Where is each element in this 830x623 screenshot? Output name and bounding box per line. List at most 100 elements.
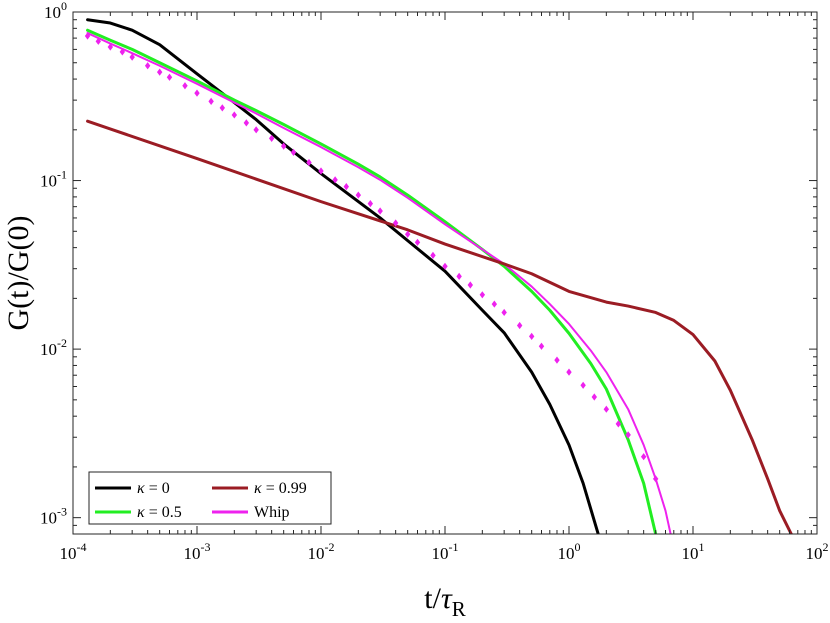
y-tick-label: 10-2 xyxy=(40,336,67,359)
whip-data-point xyxy=(501,308,507,317)
whip-data-point xyxy=(318,167,324,175)
x-tick-base: 10 xyxy=(184,544,201,563)
whip-data-point xyxy=(107,43,114,51)
whip-data-point xyxy=(355,191,362,199)
y-tick-base: 10 xyxy=(40,172,57,191)
x-tick-base: 10 xyxy=(806,544,823,563)
x-tick-label: 101 xyxy=(682,540,705,563)
whip-data-point xyxy=(528,332,535,340)
series-layer xyxy=(84,18,793,534)
whip-data-point xyxy=(652,475,659,483)
whip-data-point xyxy=(268,134,275,142)
x-tick-exp: -3 xyxy=(201,540,211,554)
x-axis-label: t/τR xyxy=(424,582,465,621)
whip-data-point xyxy=(442,262,448,270)
legend-symbol: κ xyxy=(137,504,145,521)
whip-data-point xyxy=(156,68,163,76)
y-tick-exp: 0 xyxy=(61,0,67,13)
whip-data-point xyxy=(290,148,297,156)
plot-frame xyxy=(72,11,818,535)
series-line--0 xyxy=(86,18,600,534)
whip-data-point xyxy=(430,251,436,259)
legend-box xyxy=(88,471,332,525)
whip-data-point xyxy=(414,238,421,246)
x-tick-base: 10 xyxy=(432,544,449,563)
x-tick-exp: 1 xyxy=(699,540,705,554)
y-axis-label: G(t)/G(0) xyxy=(2,216,35,331)
y-tick-exp: -3 xyxy=(57,505,67,519)
whip-data-point xyxy=(367,199,374,208)
whip-data-point xyxy=(194,89,200,97)
whip-data-point xyxy=(280,142,287,150)
y-tick-label: 100 xyxy=(44,0,67,22)
whip-data-point xyxy=(332,176,338,184)
x-tick-label: 10-1 xyxy=(432,540,459,563)
whip-data-point xyxy=(95,37,102,45)
y-tick-label: 10-1 xyxy=(40,168,67,191)
whip-data-point xyxy=(84,32,91,40)
whip-data-point xyxy=(392,219,399,227)
y-tick-label: 10-3 xyxy=(40,505,67,528)
x-tick-base: 10 xyxy=(558,544,575,563)
y-tick-base: 10 xyxy=(40,509,57,528)
series-markers xyxy=(84,32,659,483)
whip-data-point xyxy=(343,183,350,191)
legend-value: = 0 xyxy=(145,480,170,497)
x-tick-label: 100 xyxy=(558,540,581,563)
series-line--0-5 xyxy=(86,28,658,534)
x-tick-base: 10 xyxy=(682,544,699,563)
x-tick-exp: -2 xyxy=(325,540,335,554)
x-tick-label: 10-2 xyxy=(308,540,335,563)
whip-data-point xyxy=(625,431,631,439)
legend-label: Whip xyxy=(254,504,290,521)
whip-data-point xyxy=(603,405,610,413)
whip-data-point xyxy=(119,48,126,56)
whip-data-point xyxy=(182,82,188,90)
legend-value: Whip xyxy=(254,504,290,521)
whip-data-point xyxy=(479,291,486,299)
x-tick-label: 10-4 xyxy=(60,540,87,563)
y-tick-exp: -2 xyxy=(57,336,67,350)
whip-data-point xyxy=(404,230,411,238)
whip-data-point xyxy=(306,158,312,167)
x-tick-exp: 2 xyxy=(823,540,829,554)
legend-value: = 0.5 xyxy=(145,504,182,521)
whip-data-point xyxy=(377,207,383,215)
whip-data-point xyxy=(253,126,259,134)
whip-data-point xyxy=(591,393,598,401)
series-line-whip xyxy=(86,32,672,534)
whip-data-point xyxy=(615,420,622,428)
y-tick-base: 10 xyxy=(40,340,57,359)
x-tick-exp: -4 xyxy=(77,540,87,554)
whip-data-point xyxy=(538,342,545,350)
legend-symbol: κ xyxy=(137,480,145,497)
legend-label: κ = 0.99 xyxy=(254,480,307,497)
y-tick-exp: -1 xyxy=(57,168,67,182)
legend-label: κ = 0.5 xyxy=(137,504,182,521)
whip-data-point xyxy=(219,104,226,112)
x-tick-exp: -1 xyxy=(449,540,459,554)
legend-value: = 0.99 xyxy=(262,480,307,497)
legend-label: κ = 0 xyxy=(137,480,170,497)
whip-data-point xyxy=(144,62,151,70)
whip-data-point xyxy=(129,53,135,61)
whip-data-point xyxy=(566,368,572,376)
whip-data-point xyxy=(243,119,250,127)
x-tick-base: 10 xyxy=(308,544,325,563)
whip-data-point xyxy=(231,111,238,119)
whip-data-point xyxy=(516,321,523,330)
whip-data-point xyxy=(456,272,462,281)
whip-data-point xyxy=(166,73,173,81)
whip-data-point xyxy=(467,281,474,289)
x-tick-exp: 0 xyxy=(575,540,581,554)
x-tick-label: 102 xyxy=(806,540,829,563)
x-tick-base: 10 xyxy=(60,544,77,563)
x-tick-label: 10-3 xyxy=(184,540,211,563)
y-tick-base: 10 xyxy=(44,3,61,22)
legend-symbol: κ xyxy=(254,480,262,497)
whip-data-point xyxy=(554,356,560,364)
series-line--0-99 xyxy=(86,119,793,534)
